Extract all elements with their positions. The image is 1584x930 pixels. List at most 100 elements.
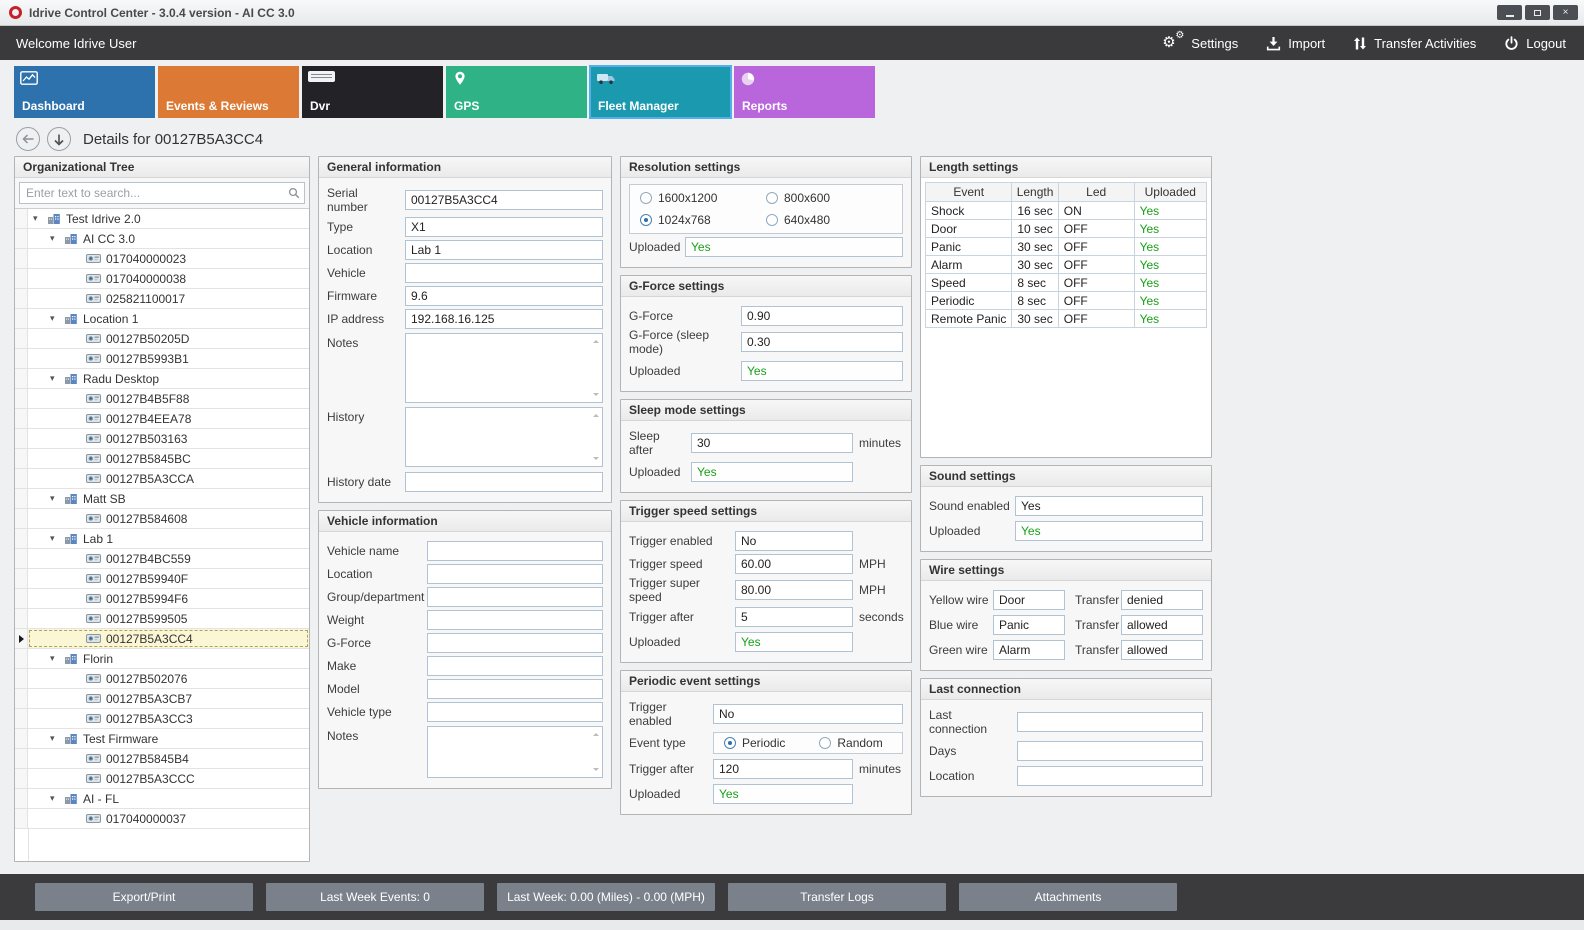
text-field[interactable] [1017,712,1203,732]
tab-reports[interactable]: Reports [734,66,875,118]
text-field[interactable] [427,563,603,584]
tree-item[interactable]: ▾ 00127B5994F6 [15,589,309,609]
tree-item[interactable]: ▾ 00127B5845B4 [15,749,309,769]
tree-item[interactable]: ▾ AI CC 3.0 [15,229,309,249]
tree-item[interactable]: ▾ 00127B50205D [15,329,309,349]
trigger-enabled-field[interactable]: No [713,704,903,724]
tree-item[interactable]: ▾ 017040000037 [15,809,309,829]
text-field[interactable] [427,609,603,630]
tree-item[interactable]: ▾ 017040000038 [15,269,309,289]
expand-arrow-icon[interactable]: ▾ [50,373,55,383]
uploaded-field[interactable]: Yes [1015,520,1203,541]
search-input[interactable] [19,182,305,204]
tree-item[interactable]: ▾ Matt SB [15,489,309,509]
text-field[interactable]: 192.168.16.125 [405,308,603,329]
table-row[interactable]: Periodic 8 sec OFF Yes [924,291,1208,310]
tab-gps[interactable]: GPS [446,66,587,118]
text-field[interactable] [427,540,603,561]
radio-button[interactable] [766,214,778,226]
table-row[interactable]: Shock 16 sec ON Yes [924,201,1208,220]
tree-item[interactable]: ▾ Test Firmware [15,729,309,749]
uploaded-field[interactable]: Yes [691,461,853,482]
tree-item[interactable]: ▾ 017040000023 [15,249,309,269]
text-field[interactable] [427,655,603,676]
tree-item[interactable]: ▾ 00127B4BC559 [15,549,309,569]
minimize-button[interactable] [1497,5,1522,20]
tab-events-reviews[interactable]: Events & Reviews [158,66,299,118]
maximize-button[interactable] [1525,5,1550,20]
tree-item[interactable]: ▾ 025821100017 [15,289,309,309]
expand-arrow-icon[interactable]: ▾ [50,653,55,663]
radio-option[interactable]: Random [819,736,883,750]
expand-arrow-icon[interactable]: ▾ [50,793,55,803]
tree-item[interactable]: ▾ Location 1 [15,309,309,329]
close-button[interactable]: × [1553,5,1578,20]
tree-item[interactable]: ▾ 00127B5845BC [15,449,309,469]
radio-option[interactable]: 640x480 [766,213,892,227]
tab-dvr[interactable]: Dvr [302,66,443,118]
wire-transfer-field[interactable]: allowed [1121,614,1203,635]
table-row[interactable]: Panic 30 sec OFF Yes [924,237,1208,256]
uploaded-field[interactable]: Yes [735,631,853,652]
sleep-after-field[interactable]: 30 [691,433,853,453]
radio-button[interactable] [724,737,736,749]
sound-enabled-field[interactable]: Yes [1015,495,1203,516]
text-field[interactable] [427,586,603,607]
footer-button[interactable]: Last Week Events: 0 [266,883,484,911]
tree-item[interactable]: ▾ 00127B59940F [15,569,309,589]
footer-button[interactable]: Last Week: 0.00 (Miles) - 0.00 (MPH) [497,883,715,911]
uploaded-field[interactable]: Yes [741,360,903,381]
wire-event-field[interactable]: Door [993,589,1065,610]
tree-item[interactable]: ▾ 00127B599505 [15,609,309,629]
footer-button[interactable]: Transfer Logs [728,883,946,911]
tree-item[interactable]: ▾ AI - FL [15,789,309,809]
text-field[interactable]: 60.00 [735,553,853,574]
text-field[interactable]: 5 [735,606,853,627]
tree-item[interactable]: ▾ 00127B5A3CC3 [15,709,309,729]
logout-button[interactable]: Logout [1504,36,1566,51]
vehicle-notes-textarea[interactable] [427,726,603,778]
text-field[interactable] [427,678,603,699]
text-field[interactable]: X1 [405,216,603,237]
tree-item[interactable]: ▾ 00127B5A3CCC [15,769,309,789]
wire-transfer-field[interactable]: allowed [1121,639,1203,660]
tree-item[interactable]: ▾ 00127B584608 [15,509,309,529]
history-date-field[interactable] [405,471,603,492]
text-field[interactable]: 00127B5A3CC4 [405,190,603,210]
trigger-after-field[interactable]: 120 [713,758,853,779]
tree-item[interactable]: ▾ 00127B5A3CCA [15,469,309,489]
back-button[interactable] [16,127,40,151]
uploaded-field[interactable]: Yes [685,236,903,257]
tree-item[interactable]: ▾ 00127B503163 [15,429,309,449]
wire-event-field[interactable]: Alarm [993,639,1065,660]
history-textarea[interactable] [405,407,603,467]
radio-button[interactable] [766,192,778,204]
table-row[interactable]: Door 10 sec OFF Yes [924,219,1208,238]
text-field[interactable]: 9.6 [405,285,603,306]
text-field[interactable] [405,262,603,283]
expand-arrow-icon[interactable]: ▾ [50,733,55,743]
text-field[interactable] [1017,740,1203,761]
footer-button[interactable]: Export/Print [35,883,253,911]
text-field[interactable]: No [735,530,853,551]
expand-arrow-icon[interactable]: ▾ [33,213,38,223]
radio-button[interactable] [819,737,832,749]
text-field[interactable]: 80.00 [735,580,853,600]
table-row[interactable]: Speed 8 sec OFF Yes [924,273,1208,292]
tree-item[interactable]: ▾ 00127B5A3CC4 [15,629,309,649]
tree-item[interactable]: ▾ 00127B4B5F88 [15,389,309,409]
text-field[interactable] [427,632,603,653]
footer-button[interactable]: Attachments [959,883,1177,911]
tree-item[interactable]: ▾ Florin [15,649,309,669]
radio-option[interactable]: Periodic [724,736,785,750]
tree-item[interactable]: ▾ 00127B5993B1 [15,349,309,369]
expand-button[interactable] [47,127,71,151]
transfer-activities-button[interactable]: Transfer Activities [1353,36,1476,51]
table-row[interactable]: Remote Panic 30 sec OFF Yes [924,309,1208,328]
expand-arrow-icon[interactable]: ▾ [50,233,55,243]
tab-dashboard[interactable]: Dashboard [14,66,155,118]
text-field[interactable]: 0.30 [741,332,903,352]
text-field[interactable] [1017,765,1203,786]
radio-option[interactable]: 1024x768 [640,213,766,227]
notes-textarea[interactable] [405,333,603,403]
